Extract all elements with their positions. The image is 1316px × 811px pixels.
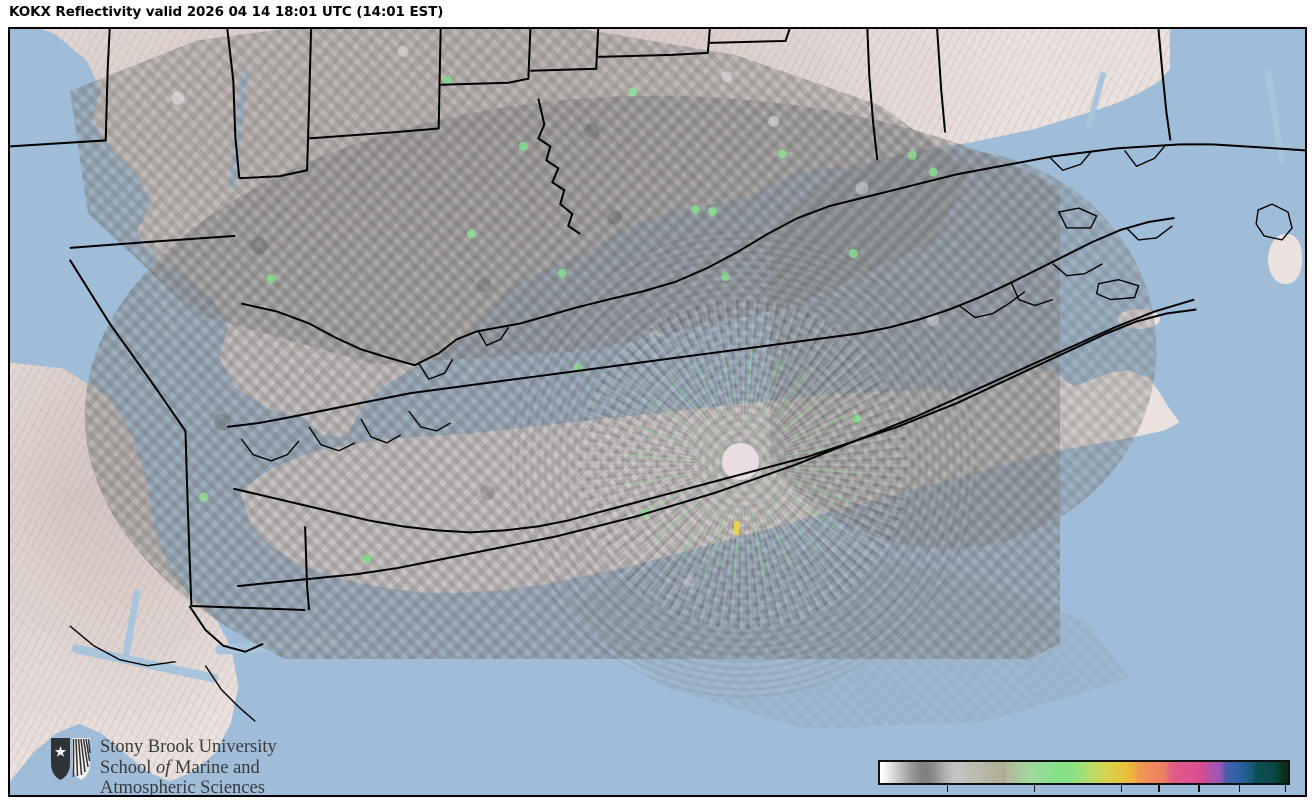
- colorbar-tick: [1120, 785, 1123, 792]
- colorbar-labels: 0 20 40 50 60 70 80: [878, 793, 1296, 795]
- sbu-line-1: Stony Brook University: [100, 737, 277, 757]
- colorbar-tick: [946, 785, 949, 792]
- map-inner: Stony Brook University School of Marine …: [10, 29, 1305, 795]
- page-title: KOKX Reflectivity valid 2026 04 14 18:01…: [9, 4, 444, 20]
- colorbar-tick: [1158, 785, 1160, 792]
- sbu-line-2-of: of: [156, 757, 171, 778]
- echo-yellow-cell: [734, 521, 739, 535]
- stony-brook-shield-icon: [51, 738, 91, 780]
- sbu-line-2-a: School: [100, 757, 157, 778]
- colorbar-label-80: 80: [1274, 793, 1296, 795]
- reflectivity-layer: [10, 29, 1305, 795]
- sbu-line-3: Atmospheric Sciences: [100, 778, 265, 797]
- colorbar-color-segment: [1006, 762, 1288, 783]
- colorbar-tick: [1238, 785, 1241, 792]
- colorbar-label-0: 0: [941, 793, 952, 795]
- colorbar-greyscale-segment: [880, 762, 1007, 783]
- sbu-line-2: School of Marine and: [100, 758, 277, 779]
- colorbar-ticks: [878, 785, 1294, 793]
- colorbar-tick: [1284, 785, 1287, 792]
- colorbar-tick: [1198, 785, 1200, 792]
- colorbar-tick: [1033, 785, 1036, 792]
- reflectivity-colorbar[interactable]: 0 20 40 50 60 70 80: [878, 760, 1296, 795]
- sbu-logo-text: Stony Brook University School of Marine …: [100, 737, 277, 797]
- colorbar-label-70: 70: [1228, 793, 1250, 795]
- sbu-logo: Stony Brook University School of Marine …: [50, 737, 277, 797]
- colorbar-label-60: 60: [1187, 793, 1209, 795]
- radar-cone-of-silence: [722, 443, 759, 480]
- sbu-line-2-b: Marine and: [170, 757, 260, 778]
- radar-map[interactable]: Stony Brook University School of Marine …: [8, 27, 1307, 797]
- colorbar-label-50: 50: [1148, 793, 1170, 795]
- colorbar-gradient: [878, 760, 1290, 785]
- colorbar-label-20: 20: [1023, 793, 1045, 795]
- colorbar-label-40: 40: [1110, 793, 1132, 795]
